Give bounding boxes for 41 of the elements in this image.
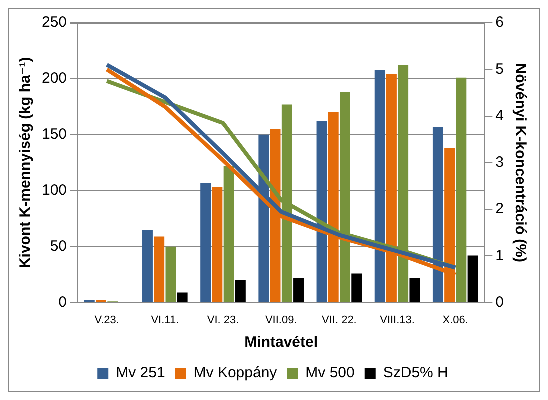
legend-label: Mv Koppány	[194, 364, 278, 382]
bar	[468, 256, 478, 302]
x-tick-label: X.06.	[442, 314, 468, 326]
x-tick-label: VIII.13.	[380, 314, 415, 326]
y-tick-label: 200	[42, 70, 68, 88]
y2-tick-label: 2	[496, 200, 504, 218]
legend-label: Mv 500	[306, 364, 355, 382]
x-tick-label: VI. 23.	[207, 314, 240, 326]
y2-tick-label: 1	[496, 247, 504, 264]
bar	[212, 188, 223, 302]
y2-tick-label: 6	[496, 14, 504, 32]
y-tick-label: 0	[58, 294, 68, 311]
bar	[224, 166, 234, 302]
x-axis-title: Mintavétel	[244, 334, 318, 352]
x-tick-label: VII.09.	[265, 314, 298, 326]
bar	[166, 246, 176, 302]
x-tick-label: VI.11.	[151, 314, 180, 326]
bar	[200, 183, 212, 302]
bar	[142, 230, 153, 302]
y-tick-label: 150	[42, 126, 68, 144]
legend-label: Mv 251	[116, 364, 166, 382]
y2-tick-label: 5	[496, 60, 504, 78]
y-tick-label: 50	[50, 238, 68, 255]
y2-tick-label: 4	[496, 107, 504, 124]
bar	[154, 236, 165, 302]
legend-label: SzD5% H	[383, 364, 448, 382]
bar	[410, 278, 420, 302]
bar	[177, 292, 188, 302]
y2-axis-title: Növényi K-koncentráció (%)	[512, 63, 529, 263]
y2-tick-label: 0	[496, 294, 504, 311]
bar	[235, 280, 246, 302]
y-tick-label: 100	[42, 182, 68, 200]
bar	[456, 78, 467, 302]
x-tick-label: VII. 22.	[322, 314, 357, 326]
bar	[352, 274, 362, 302]
x-tick-label: V.23.	[94, 314, 120, 326]
y2-tick-label: 3	[496, 154, 504, 172]
y-tick-label: 250	[42, 14, 68, 32]
y-axis-title: Kivont K-mennyiség (kg ha⁻¹)	[17, 57, 34, 269]
bar	[374, 70, 386, 302]
bar	[294, 278, 304, 302]
